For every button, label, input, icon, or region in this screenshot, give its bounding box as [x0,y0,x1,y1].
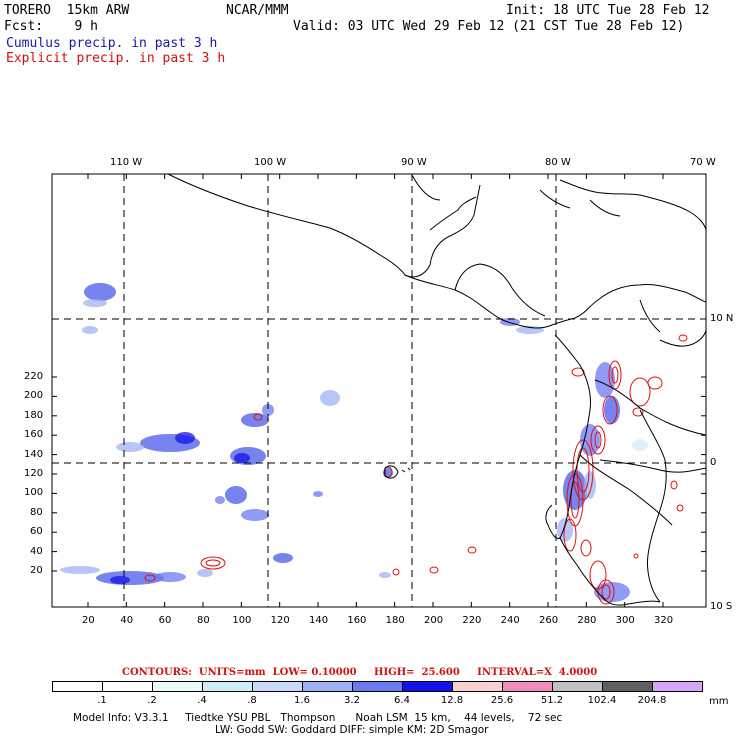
colorbar-segment [352,681,403,692]
colorbar-label: 102.4 [587,695,617,706]
y-tick-label: 20 [30,565,43,576]
colorbar-unit: mm [709,696,729,707]
y-axis-ticks [52,376,706,572]
x-tick-label: 40 [120,615,134,626]
y-tick-label: 180 [24,409,44,421]
forecast-hour: Fcst: 9 h [4,19,98,34]
x-tick-label: 260 [539,615,559,626]
colorbar-segment [152,681,203,692]
colorbar-segment [102,681,153,692]
colorbar-segment [502,681,553,692]
colorbar-label: 1.6 [294,695,310,706]
x-tick-label: 320 [654,615,674,626]
y-tick-label: 40 [30,545,43,557]
x-axis-ticks [87,174,664,607]
model-info: Model Info: V3.3.1 Tiedtke YSU PBL Thomp… [73,712,563,724]
y-tick-label: 140 [24,448,44,460]
lon-label-80w: 80 W [545,157,571,168]
colorbar-label: 12.8 [440,695,464,706]
lat-label-10n: 10 N [710,313,734,324]
colorbar-label: .4 [197,695,207,706]
colorbar-segment [452,681,503,692]
grid-lines [52,174,706,607]
x-tick-label: 280 [577,615,597,626]
lon-label-90w: 90 W [401,157,427,168]
colorbar-segment [602,681,653,692]
colorbar-label: 6.4 [394,695,410,706]
explicit-precip-contours [144,334,688,605]
x-tick-label: 80 [197,615,210,626]
x-tick-label: 120 [270,615,290,626]
x-tick-label: 60 [158,615,172,626]
colorbar-segment [302,681,353,692]
y-tick-label: 100 [24,487,44,499]
colorbar-label: .8 [247,695,257,706]
y-tick-label: 220 [24,371,44,382]
colorbar-segment [652,681,703,692]
x-tick-label: 200 [424,615,444,626]
contours-info: CONTOURS: UNITS=mm LOW= 0.10000 HIGH= 25… [122,667,598,678]
colorbar-label: 3.2 [344,695,360,706]
model-title: TORERO 15km ARW [4,3,130,18]
colorbar-segment [252,681,303,692]
lat-label-10s: 10 S [710,601,733,612]
x-tick-label: 160 [347,615,367,626]
colorbar-segment [52,681,103,692]
colorbar-segment [552,681,603,692]
init-time: Init: 18 UTC Tue 28 Feb 12 [506,3,710,18]
y-tick-label: 200 [24,390,44,402]
x-tick-label: 100 [232,615,252,626]
x-tick-label: 220 [462,615,482,626]
cumulus-precip-areas [60,283,648,602]
lon-label-110w: 110 W [110,157,143,168]
valid-time: Valid: 03 UTC Wed 29 Feb 12 (21 CST Tue … [293,19,685,34]
org-label: NCAR/MMM [226,3,289,18]
colorbar-label: 25.6 [490,695,514,706]
colorbar-segment [402,681,453,692]
lat-label-0: 0 [710,457,717,468]
colorbar-segment [202,681,253,692]
model-physics: LW: Godd SW: Goddard DIFF: simple KM: 2D… [215,724,489,736]
y-tick-label: 80 [30,506,43,518]
y-tick-label: 120 [24,468,44,479]
x-tick-label: 180 [385,615,405,626]
legend-cumulus: Cumulus precip. in past 3 h [6,36,218,51]
x-tick-label: 300 [615,615,635,626]
x-tick-label: 140 [309,615,329,626]
colorbar-label: .2 [147,695,157,706]
legend-explicit: Explicit precip. in past 3 h [6,51,226,66]
lon-label-100w: 100 W [254,157,287,168]
map-frame [51,173,707,608]
colorbar-label: .1 [97,695,107,706]
x-tick-label: 240 [500,615,520,626]
coastlines [167,173,707,606]
y-tick-label: 60 [30,526,43,538]
x-tick-label: 20 [82,615,95,626]
lon-label-70w: 70 W [690,157,716,168]
colorbar-label: 51.2 [540,695,564,706]
colorbar-label: 204.8 [637,695,667,706]
y-tick-label: 160 [24,429,44,441]
